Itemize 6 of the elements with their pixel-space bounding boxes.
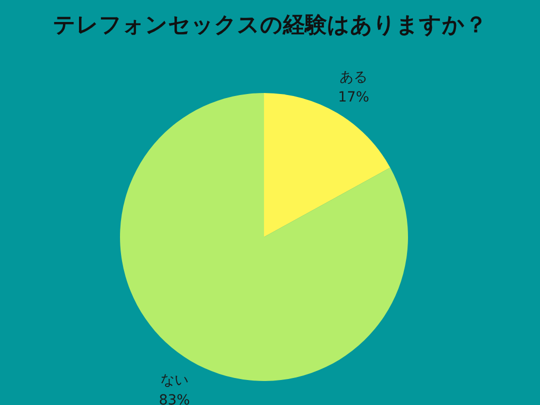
chart-title: テレフォンセックスの経験はありますか？: [52, 12, 488, 40]
data-label: 83%: [158, 392, 190, 405]
slice-label: ある: [340, 70, 368, 86]
pie-slice: [264, 93, 390, 237]
slice-label: ない: [160, 372, 188, 388]
data-label: 17%: [338, 90, 370, 106]
